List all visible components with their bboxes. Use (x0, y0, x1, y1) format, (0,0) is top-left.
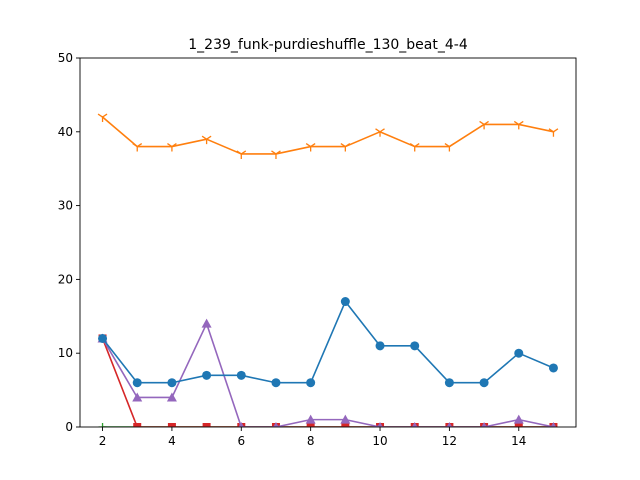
data-point-4-4 (236, 370, 246, 380)
data-point-3-5 (273, 422, 279, 427)
data-point-2-12 (514, 423, 523, 427)
y-tick-label: 50 (58, 51, 73, 65)
series-line-3 (101, 322, 555, 427)
data-point-2-2 (167, 423, 176, 427)
data-point-0-5 (271, 150, 281, 159)
data-point-4-5 (271, 378, 281, 388)
x-tick-label: 8 (307, 434, 315, 448)
data-point-0-9 (409, 143, 420, 152)
data-point-0-4 (236, 150, 247, 159)
data-point-4-11 (479, 378, 489, 388)
data-point-3-3 (201, 318, 212, 328)
data-point-0-1 (132, 143, 143, 152)
x-tick-label: 6 (237, 434, 245, 448)
data-point-3-10 (446, 422, 453, 427)
x-tick-label: 4 (168, 434, 176, 448)
plot-area: 2 4 6 8 10 12 14 0 10 20 30 40 50 (58, 51, 577, 448)
data-point-4-3 (202, 370, 212, 380)
x-tick-label: 14 (511, 434, 526, 448)
y-tick-label: 20 (58, 272, 73, 286)
data-point-2-3 (202, 423, 211, 427)
data-point-4-2 (167, 378, 177, 388)
data-point-4-12 (514, 348, 524, 358)
y-tick-label: 40 (58, 125, 73, 139)
data-point-2-1 (133, 423, 142, 427)
series-4 (98, 297, 558, 388)
data-point-3-13 (550, 422, 557, 427)
data-point-4-0 (98, 333, 108, 343)
series-line-0 (101, 115, 555, 155)
series-layer (97, 113, 559, 427)
data-point-4-10 (444, 378, 454, 388)
data-point-4-9 (410, 341, 420, 351)
chart-title: 1_239_funk-purdieshuffle_130_beat_4-4 (188, 37, 468, 53)
data-point-4-8 (375, 341, 385, 351)
y-tick-label: 0 (65, 420, 73, 434)
data-point-3-4 (238, 422, 245, 427)
data-point-3-9 (411, 422, 418, 427)
data-point-4-1 (132, 378, 142, 388)
data-point-3-11 (481, 422, 487, 427)
data-point-3-7 (340, 414, 351, 424)
x-tick-label: 2 (99, 434, 107, 448)
data-point-0-12 (513, 120, 524, 130)
data-point-3-2 (166, 392, 177, 402)
data-point-0-3 (201, 135, 212, 145)
data-point-2-7 (341, 423, 350, 427)
series-0 (97, 113, 559, 159)
data-point-3-8 (377, 422, 383, 427)
data-point-4-13 (548, 363, 558, 373)
data-point-0-11 (479, 120, 489, 130)
y-tick-label: 10 (58, 346, 73, 360)
data-point-0-8 (375, 128, 385, 137)
data-point-4-6 (306, 378, 316, 388)
x-tick-label: 12 (442, 434, 457, 448)
data-point-1-0 (98, 423, 107, 427)
data-point-3-12 (513, 414, 524, 424)
data-point-2-6 (306, 423, 315, 427)
x-tick-label: 10 (372, 434, 387, 448)
data-point-0-6 (305, 143, 316, 152)
data-point-3-6 (305, 414, 316, 424)
data-point-4-7 (340, 297, 350, 307)
data-point-0-0 (97, 113, 108, 123)
data-point-0-10 (444, 143, 455, 152)
data-point-0-13 (548, 128, 559, 137)
series-line-4 (101, 300, 555, 384)
y-tick-label: 30 (58, 199, 73, 213)
axes-frame (79, 57, 577, 428)
data-point-0-7 (340, 143, 351, 152)
data-point-3-1 (132, 392, 143, 402)
data-point-0-2 (167, 143, 177, 152)
